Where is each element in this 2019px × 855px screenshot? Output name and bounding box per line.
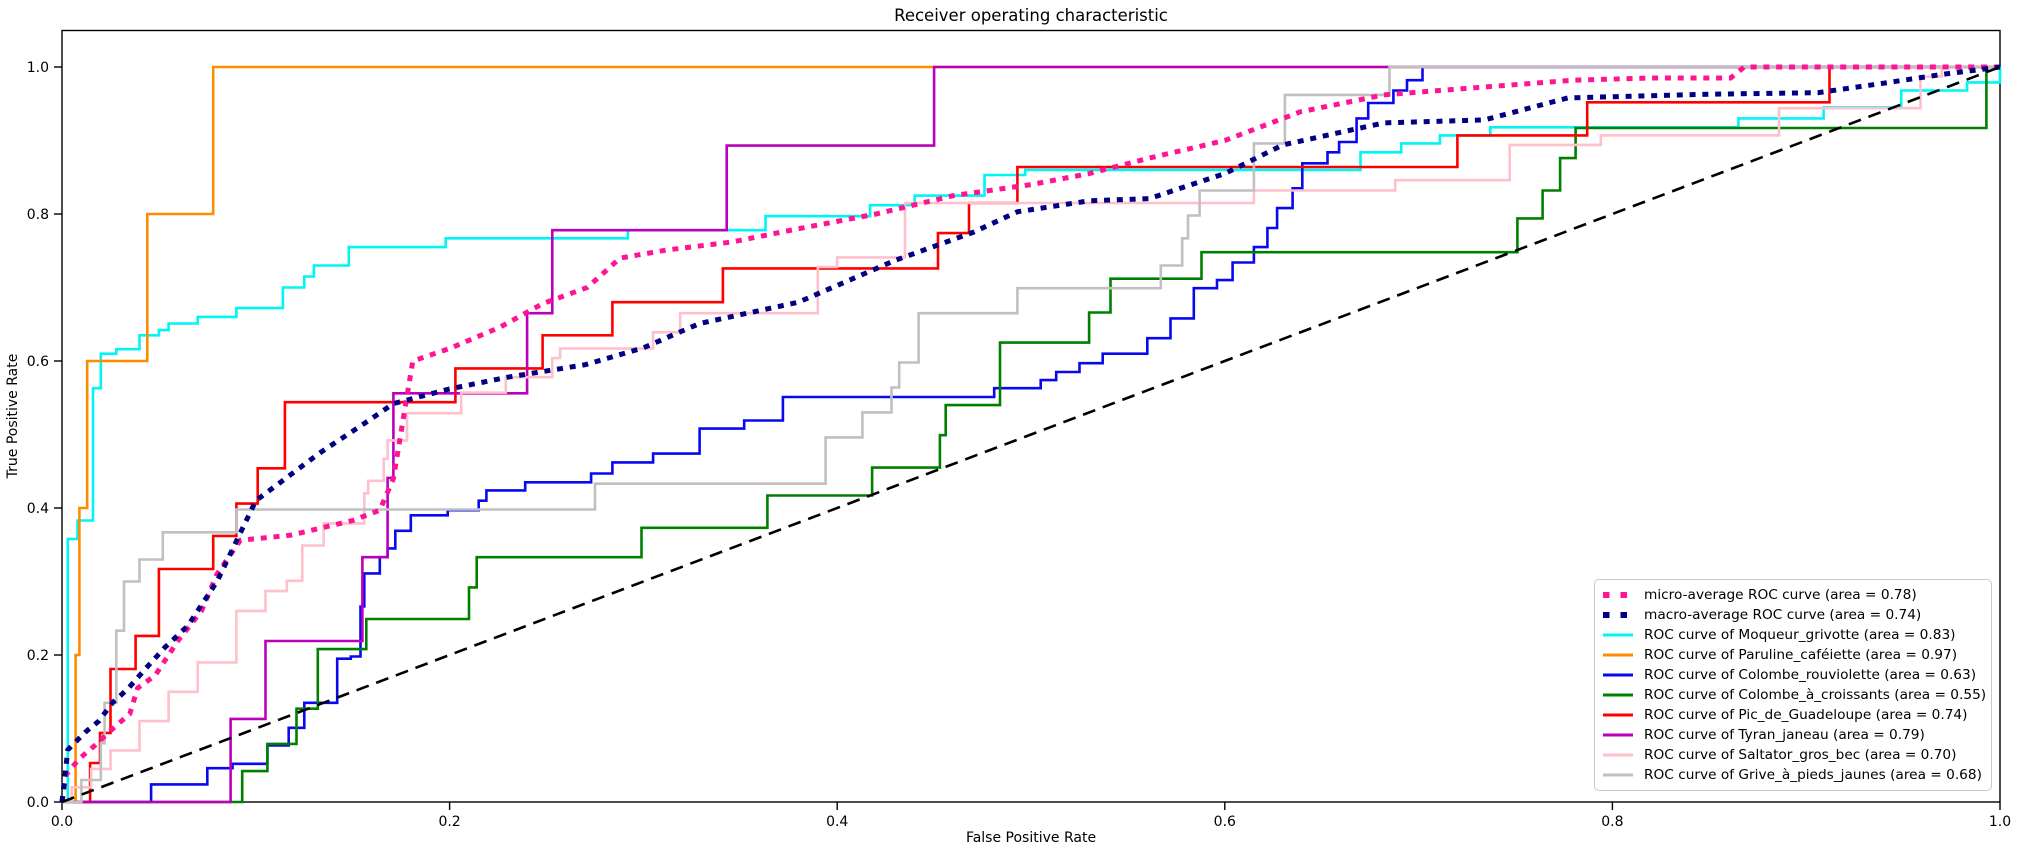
axis-ticks: 0.0 0.2 0.4 0.6 0.8 1.0 0.0 0.2 0.4 0.6 0.8 1.0 [27, 60, 2011, 830]
legend-label: micro-average ROC curve (area = 0.78) [1644, 587, 1917, 603]
legend-sample-line [1603, 673, 1633, 677]
y-tick-label: 0.4 [27, 501, 49, 517]
x-tick-label: 0.4 [826, 814, 848, 830]
y-tick-label: 1.0 [27, 60, 49, 76]
legend-label: ROC curve of Pic_de_Guadeloupe (area = 0… [1644, 707, 1968, 723]
roc-curve-Paruline_caféiette [62, 65, 2000, 804]
y-tick-label: 0.6 [27, 354, 49, 370]
y-tick-label: 0.0 [27, 795, 49, 811]
y-axis-label: True Positive Rate [5, 354, 21, 480]
legend-label: ROC curve of Paruline_caféiette (area = … [1644, 647, 1958, 663]
x-tick-label: 0.2 [438, 814, 460, 830]
roc-curve-Tyran_janeau [62, 65, 2000, 804]
legend-sample-line [1603, 713, 1633, 717]
legend-label: macro-average ROC curve (area = 0.74) [1644, 607, 1922, 623]
legend-sample-line [1603, 753, 1633, 757]
legend-item-Tyran_janeau: ROC curve of Tyran_janeau (area = 0.79) [1603, 725, 1983, 745]
legend-sample-line [1603, 612, 1633, 618]
x-tick-label: 0.6 [1214, 814, 1236, 830]
legend-label: ROC curve of Saltator_gros_bec (area = 0… [1644, 747, 1957, 763]
legend-label: ROC curve of Grive_à_pieds_jaunes (area … [1644, 767, 1982, 783]
legend-item-Pic_de_Guadeloupe: ROC curve of Pic_de_Guadeloupe (area = 0… [1603, 705, 1983, 725]
legend-item-Grive_à_pieds_jaunes: ROC curve of Grive_à_pieds_jaunes (area … [1603, 765, 1983, 785]
roc-curves [59, 64, 2002, 804]
y-tick-label: 0.8 [27, 207, 49, 223]
legend-item-Moqueur_grivotte: ROC curve of Moqueur_grivotte (area = 0.… [1603, 625, 1983, 645]
legend-sample-line [1603, 773, 1633, 777]
legend-item-macro-average: macro-average ROC curve (area = 0.74) [1603, 605, 1983, 625]
legend-sample-line [1603, 633, 1633, 637]
roc-curve-Colombe_à_croissants [62, 65, 2000, 804]
chance-diagonal [61, 65, 2001, 804]
legend-label: ROC curve of Colombe_à_croissants (area … [1644, 687, 1987, 703]
roc-curve-macro-average [59, 64, 2001, 803]
x-tick-label: 1.0 [1989, 814, 2011, 830]
legend-label: ROC curve of Moqueur_grivotte (area = 0.… [1644, 627, 1956, 643]
page-title: Receiver operating characteristic [894, 6, 1168, 25]
legend-item-Colombe_à_croissants: ROC curve of Colombe_à_croissants (area … [1603, 685, 1987, 705]
roc-curve-Pic_de_Guadeloupe [62, 65, 2000, 804]
legend-sample-line [1603, 693, 1633, 697]
legend-item-Paruline_caféiette: ROC curve of Paruline_caféiette (area = … [1603, 645, 1983, 665]
legend-sample-line [1603, 653, 1633, 657]
x-tick-label: 0.8 [1601, 814, 1623, 830]
x-axis-label: False Positive Rate [966, 830, 1096, 846]
legend-item-Saltator_gros_bec: ROC curve of Saltator_gros_bec (area = 0… [1603, 745, 1983, 765]
legend-item-micro-average: micro-average ROC curve (area = 0.78) [1603, 585, 1983, 605]
roc-curve-Grive_à_pieds_jaunes [62, 65, 2000, 804]
roc-curve-Colombe_rouviolette [62, 65, 2000, 804]
legend: micro-average ROC curve (area = 0.78) mac… [1594, 579, 1992, 791]
legend-item-Colombe_rouviolette: ROC curve of Colombe_rouviolette (area =… [1603, 665, 1983, 685]
roc-curve-Saltator_gros_bec [62, 65, 2000, 804]
legend-label: ROC curve of Tyran_janeau (area = 0.79) [1644, 727, 1925, 743]
legend-label: ROC curve of Colombe_rouviolette (area =… [1644, 667, 1977, 683]
plot-frame [61, 29, 2001, 803]
y-tick-label: 0.2 [27, 648, 49, 664]
legend-sample-line [1603, 733, 1633, 737]
roc-curve-Moqueur_grivotte [62, 67, 2002, 804]
legend-sample-line [1603, 592, 1633, 598]
x-tick-label: 0.0 [51, 814, 73, 830]
